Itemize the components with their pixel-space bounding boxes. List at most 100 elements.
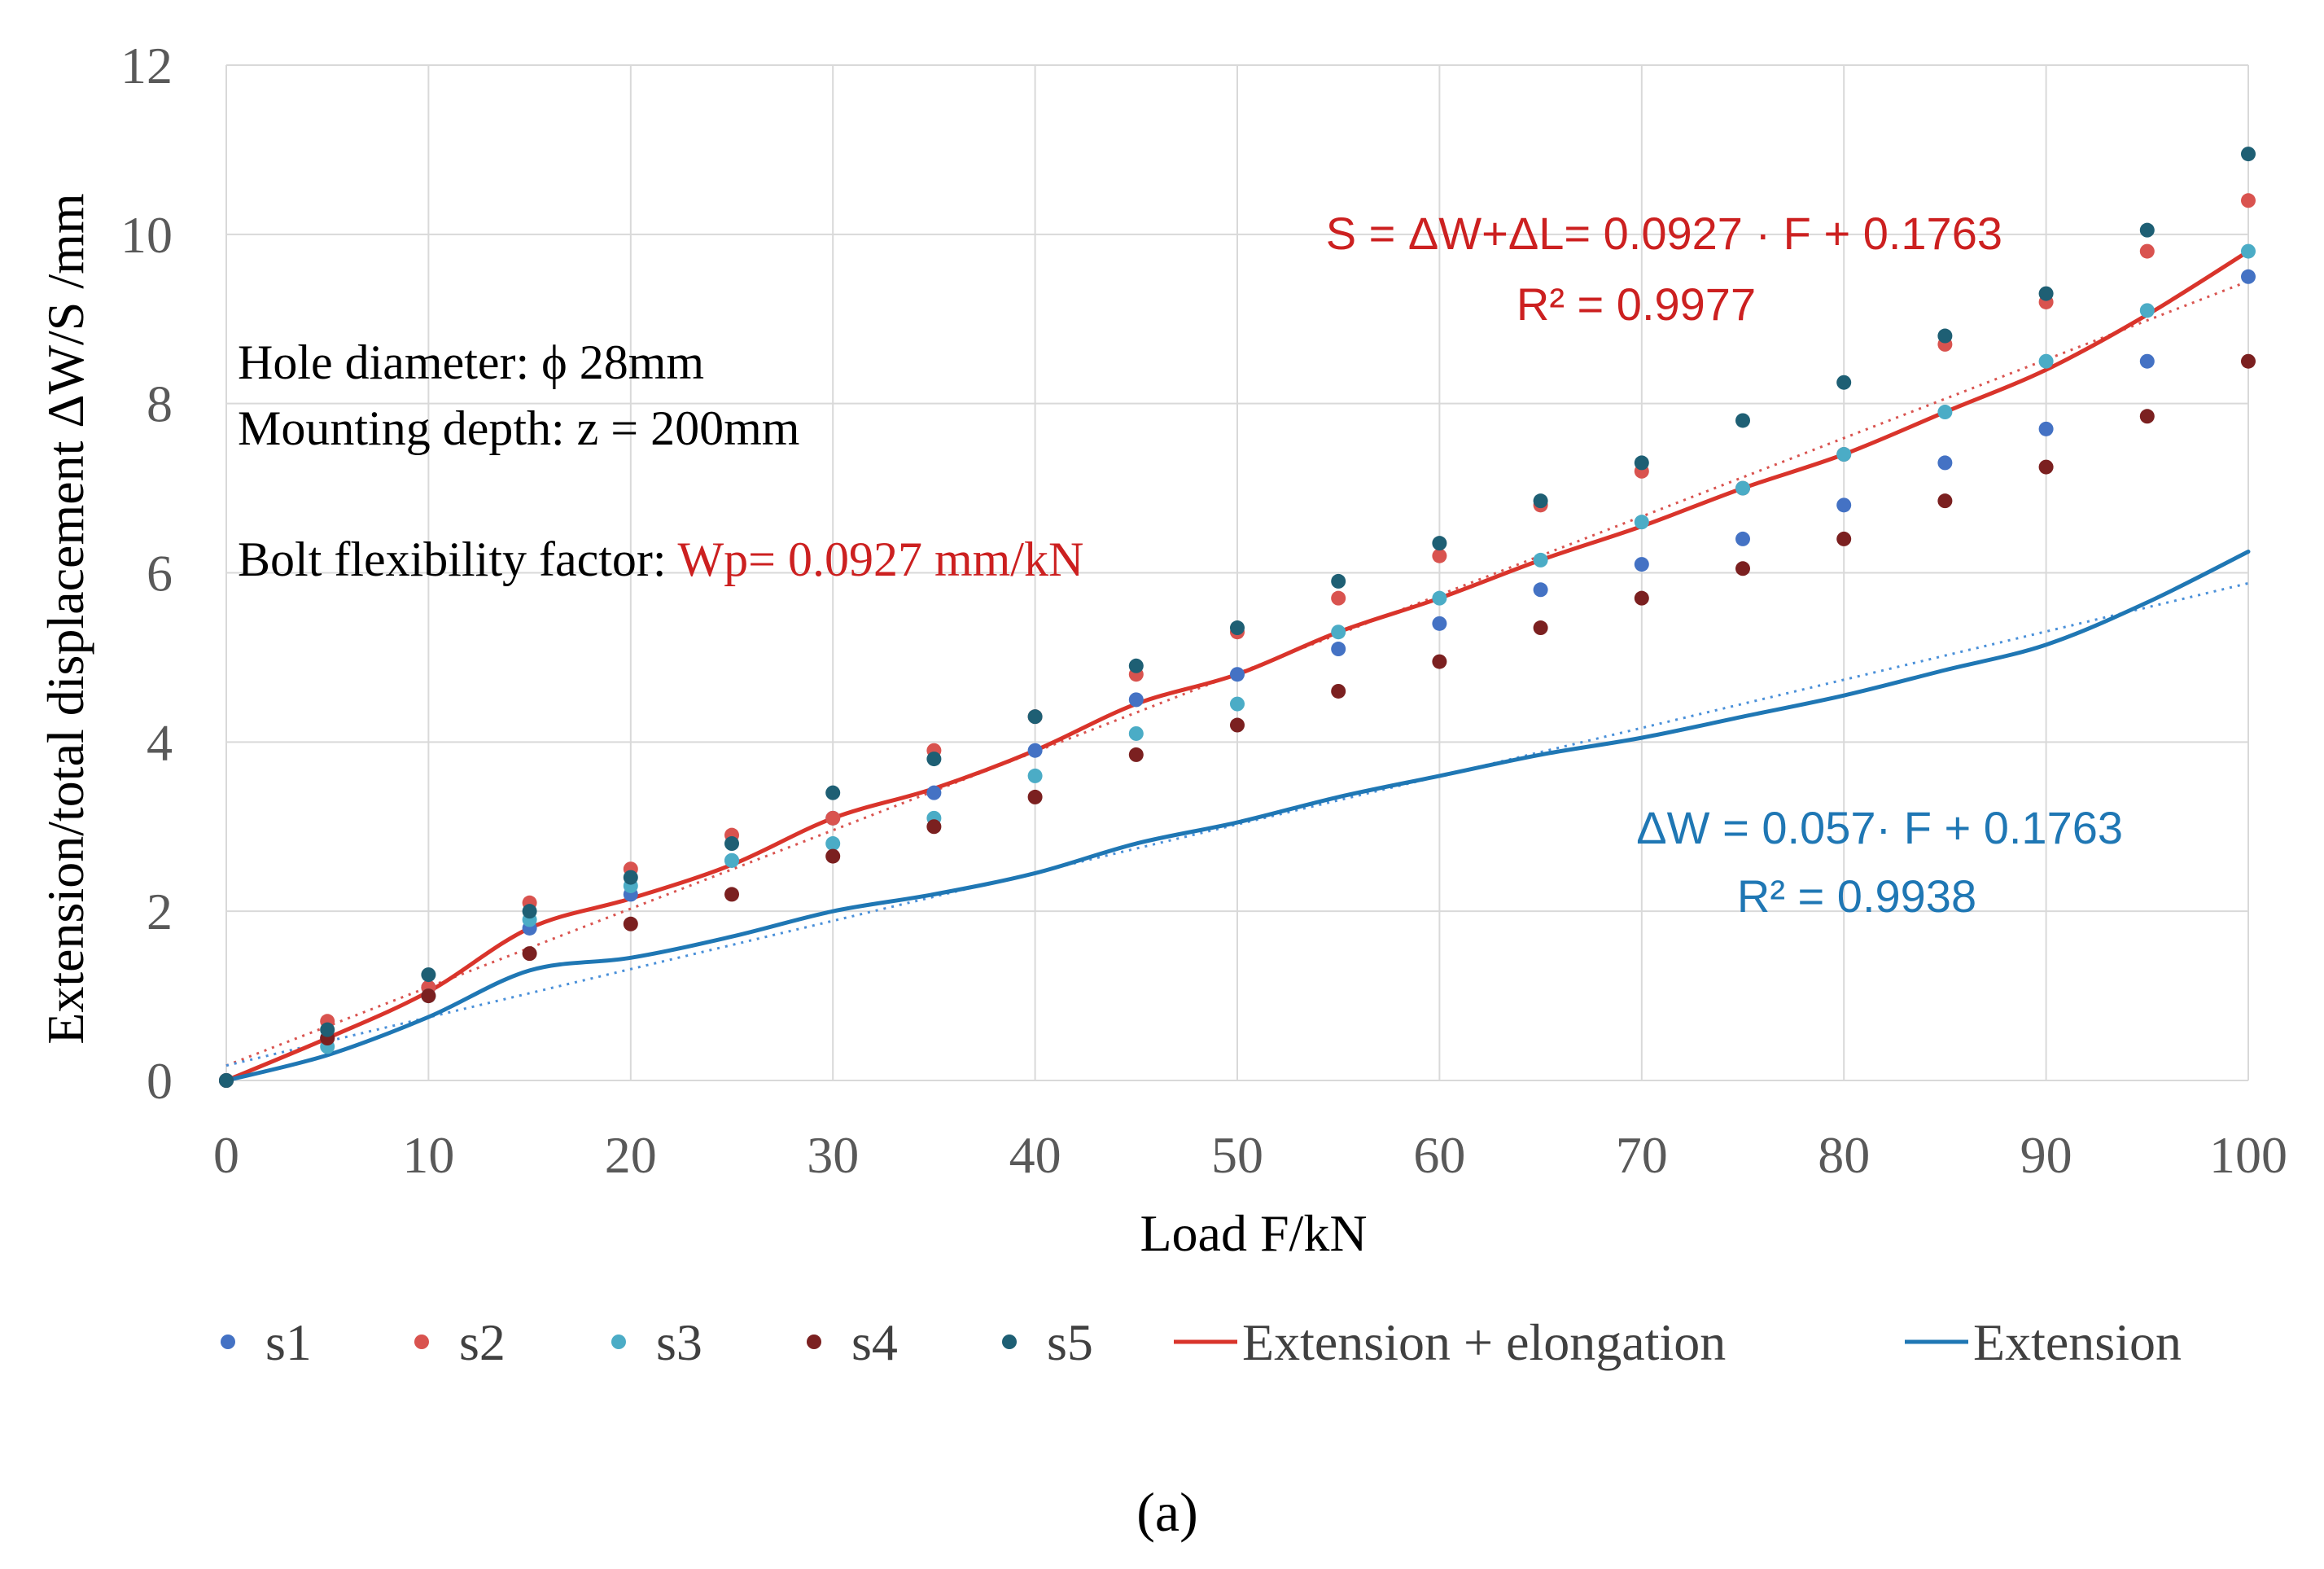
- data-point-s4: [1937, 493, 1953, 509]
- data-point-s3: [1331, 625, 1346, 640]
- y-tick-label: 12: [120, 37, 173, 94]
- series-line-extension: [224, 550, 2251, 1083]
- data-point-s5: [2139, 222, 2155, 238]
- y-axis-title: Extension/total displacement ΔW/S /mm: [37, 193, 94, 1044]
- legend: s1 s2 s3 s4 s5 Extension + elongation Extensio…: [221, 1313, 2182, 1371]
- data-point-s5: [1027, 709, 1043, 725]
- data-point-s3: [1230, 696, 1245, 712]
- y-tick-label: 4: [147, 713, 173, 771]
- data-point-s1: [2241, 269, 2256, 284]
- series-points: [219, 147, 2256, 1088]
- annotation-flexibility: Bolt flexibility factor: Wp= 0.0927 mm/k…: [238, 532, 1083, 586]
- data-point-s1: [1735, 531, 1750, 546]
- legend-marker-s3: [611, 1335, 626, 1349]
- data-point-s5: [1331, 573, 1346, 589]
- annotation-flexibility-prefix: Bolt flexibility factor:: [238, 532, 677, 586]
- legend-label-s3: s3: [656, 1313, 702, 1371]
- annotation-mounting-depth: Mounting depth: z = 200mm: [238, 401, 799, 455]
- data-point-s1: [1634, 557, 1649, 572]
- data-point-s5: [421, 967, 436, 983]
- legend-marker-s1: [221, 1335, 235, 1349]
- data-point-s4: [1735, 561, 1750, 576]
- data-point-s3: [825, 836, 841, 852]
- data-point-s2: [1432, 548, 1447, 563]
- data-point-s3: [1735, 480, 1750, 496]
- data-point-s1: [2139, 353, 2155, 369]
- x-tick-label: 10: [402, 1126, 454, 1184]
- data-point-s5: [1533, 493, 1548, 509]
- data-point-s3: [1937, 405, 1953, 420]
- data-point-s3: [2139, 303, 2155, 318]
- x-tick-labels: 0 10 20 30 40 50 60 70 80 90 100: [213, 1126, 2287, 1184]
- data-point-s5: [2038, 286, 2054, 301]
- data-point-s1: [1331, 642, 1346, 657]
- annotation-hole-diameter: Hole diameter: ϕ 28mm: [238, 335, 704, 389]
- data-point-s2: [2139, 243, 2155, 259]
- data-point-s5: [724, 836, 739, 852]
- equation-s: S = ΔW+ΔL= 0.0927 · F + 0.1763: [1326, 208, 2002, 259]
- data-point-s5: [2241, 147, 2256, 162]
- data-point-s4: [1432, 654, 1447, 669]
- x-tick-label: 100: [2209, 1126, 2287, 1184]
- data-point-s5: [926, 752, 942, 767]
- data-point-s4: [1128, 747, 1144, 762]
- data-point-s3: [2241, 243, 2256, 259]
- data-point-s1: [1432, 616, 1447, 631]
- x-tick-label: 0: [213, 1126, 239, 1184]
- data-point-s3: [1432, 590, 1447, 606]
- data-point-s1: [1230, 667, 1245, 682]
- data-point-s4: [2038, 459, 2054, 475]
- legend-marker-s4: [807, 1335, 821, 1349]
- data-point-s1: [1027, 743, 1043, 758]
- data-point-s4: [1331, 683, 1346, 699]
- data-point-s3: [1027, 768, 1043, 783]
- r-squared-s: R² = 0.9977: [1517, 278, 1756, 330]
- legend-label-s1: s1: [265, 1313, 312, 1371]
- data-point-s5: [1937, 328, 1953, 344]
- data-point-s1: [1128, 692, 1144, 708]
- data-point-s4: [2139, 409, 2155, 424]
- data-point-s4: [1836, 531, 1852, 546]
- data-point-s5: [1432, 536, 1447, 551]
- data-point-s2: [2241, 193, 2256, 208]
- grid: [225, 64, 2249, 1081]
- x-axis-title: Load F/kN: [1140, 1204, 1367, 1262]
- data-point-s4: [825, 848, 841, 864]
- data-point-s4: [1027, 789, 1043, 804]
- legend-label-s5: s5: [1047, 1313, 1093, 1371]
- data-point-s3: [1533, 552, 1548, 568]
- y-tick-label: 8: [147, 375, 173, 433]
- legend-marker-s2: [414, 1335, 429, 1349]
- legend-label-extension: Extension: [1973, 1313, 2182, 1371]
- data-point-s2: [825, 810, 841, 826]
- data-point-s1: [1533, 582, 1548, 598]
- legend-label-extension-elongation: Extension + elongation: [1242, 1313, 1726, 1371]
- x-tick-label: 80: [1818, 1126, 1870, 1184]
- data-point-s3: [724, 852, 739, 868]
- data-point-s1: [1836, 497, 1852, 513]
- x-tick-label: 70: [1616, 1126, 1668, 1184]
- data-point-s4: [1230, 717, 1245, 733]
- data-point-s3: [1836, 447, 1852, 462]
- data-point-s2: [1331, 590, 1346, 606]
- data-point-s3: [2038, 353, 2054, 369]
- y-tick-label: 0: [147, 1052, 173, 1110]
- x-tick-label: 20: [605, 1126, 657, 1184]
- data-point-s4: [926, 819, 942, 835]
- data-point-s5: [1836, 375, 1852, 390]
- x-tick-label: 60: [1413, 1126, 1465, 1184]
- data-point-s3: [1128, 725, 1144, 741]
- data-point-s4: [724, 887, 739, 902]
- x-tick-label: 90: [2020, 1126, 2072, 1184]
- data-point-s5: [623, 870, 638, 885]
- y-tick-label: 6: [147, 545, 173, 603]
- data-point-s3: [1634, 515, 1649, 530]
- data-point-s4: [1533, 620, 1548, 636]
- x-tick-label: 50: [1211, 1126, 1263, 1184]
- r-squared-w: R² = 0.9938: [1737, 870, 1976, 922]
- data-point-s4: [2241, 353, 2256, 369]
- equation-w: ΔW = 0.057· F + 0.1763: [1636, 802, 2123, 853]
- x-tick-label: 30: [807, 1126, 859, 1184]
- figure-caption: (a): [1136, 1481, 1197, 1543]
- data-point-s5: [1128, 658, 1144, 673]
